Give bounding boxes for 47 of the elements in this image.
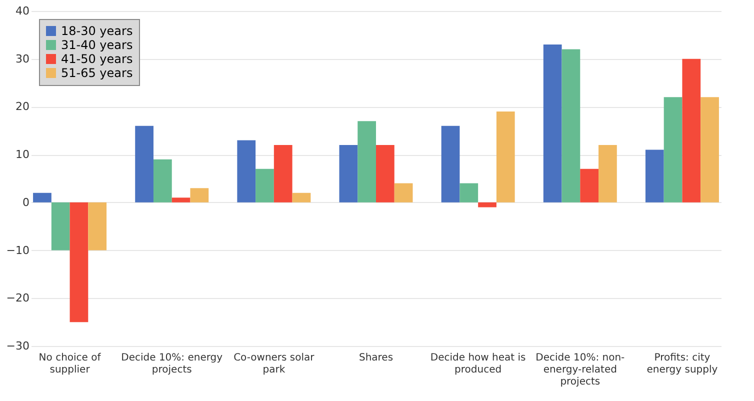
bar bbox=[339, 145, 358, 202]
legend-label: 41-50 years bbox=[61, 52, 133, 66]
legend-label: 51-65 years bbox=[61, 66, 133, 80]
bar bbox=[33, 192, 52, 202]
bar bbox=[496, 112, 515, 202]
bar bbox=[153, 159, 172, 202]
y-tick-label: −10 bbox=[6, 244, 30, 257]
bar bbox=[376, 145, 394, 202]
bar bbox=[237, 140, 256, 202]
bar bbox=[172, 198, 190, 202]
bar bbox=[88, 202, 107, 250]
x-tick-label: Shares bbox=[358, 352, 394, 364]
bar bbox=[358, 121, 376, 202]
x-tick-label: Co-owners solar park bbox=[234, 352, 316, 376]
y-tick-label: 40 bbox=[16, 4, 30, 18]
bar bbox=[256, 168, 274, 202]
bar bbox=[274, 145, 292, 202]
y-tick-label: −20 bbox=[6, 292, 30, 305]
bar bbox=[51, 202, 70, 250]
y-tick-label: 0 bbox=[22, 196, 30, 209]
legend-label: 18-30 years bbox=[61, 24, 133, 38]
bar bbox=[135, 126, 154, 202]
bar bbox=[190, 188, 209, 202]
y-tick-label: −30 bbox=[6, 340, 30, 352]
y-tick-label: 30 bbox=[16, 52, 30, 66]
x-tick-label: Decide 10%: non-energy-related projects bbox=[536, 352, 626, 388]
bar bbox=[700, 97, 719, 202]
legend-label: 31-40 years bbox=[61, 38, 133, 52]
bar bbox=[460, 183, 478, 202]
bar bbox=[292, 192, 311, 202]
bar bbox=[478, 202, 496, 208]
x-tick-label: Decide 10%: energy projects bbox=[121, 352, 223, 376]
bar bbox=[562, 49, 580, 202]
x-tick-label: Profits: city energy supply bbox=[646, 352, 718, 376]
bar bbox=[394, 183, 413, 202]
bar bbox=[664, 97, 682, 202]
bar bbox=[70, 202, 88, 322]
bar bbox=[580, 168, 599, 202]
x-tick-label: Decide how heat is produced bbox=[430, 352, 526, 376]
y-tick-label: 10 bbox=[16, 148, 30, 162]
bar bbox=[645, 150, 664, 202]
bar bbox=[441, 126, 460, 202]
bar bbox=[598, 145, 617, 202]
bar bbox=[543, 44, 562, 202]
x-tick-label: No choice of supplier bbox=[38, 352, 102, 376]
bar bbox=[682, 58, 701, 202]
y-tick-label: 20 bbox=[16, 100, 30, 114]
